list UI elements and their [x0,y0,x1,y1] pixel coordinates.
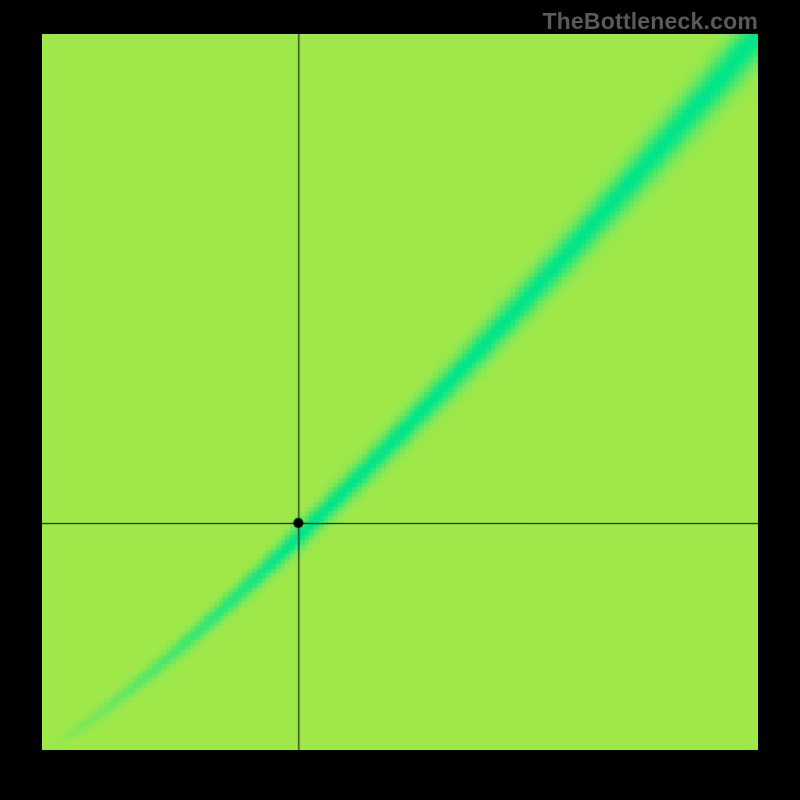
bottleneck-heatmap [42,34,758,750]
watermark-text: TheBottleneck.com [542,8,758,35]
chart-container: TheBottleneck.com [0,0,800,800]
